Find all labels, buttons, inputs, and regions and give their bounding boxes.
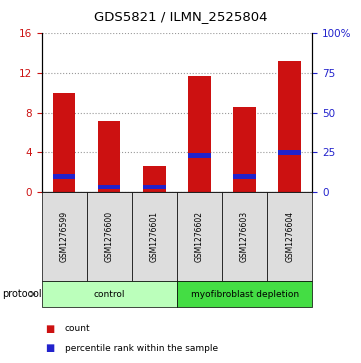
Bar	[233, 107, 256, 192]
Bar	[53, 93, 75, 192]
Text: GSM1276599: GSM1276599	[60, 211, 69, 262]
Bar	[98, 121, 121, 192]
Text: GSM1276602: GSM1276602	[195, 211, 204, 262]
Bar	[98, 184, 121, 189]
Bar	[278, 150, 301, 155]
Bar	[278, 61, 301, 192]
Text: GSM1276603: GSM1276603	[240, 211, 249, 262]
Text: ■: ■	[45, 323, 55, 334]
Bar	[233, 174, 256, 179]
Text: GSM1276604: GSM1276604	[285, 211, 294, 262]
Text: GSM1276600: GSM1276600	[105, 211, 114, 262]
Text: percentile rank within the sample: percentile rank within the sample	[65, 344, 218, 353]
Text: GSM1276601: GSM1276601	[150, 211, 159, 262]
Bar	[188, 154, 211, 158]
Bar	[143, 166, 166, 192]
Text: myofibroblast depletion: myofibroblast depletion	[191, 290, 299, 298]
Bar	[188, 76, 211, 192]
Text: ■: ■	[45, 343, 55, 354]
Bar	[53, 174, 75, 179]
Text: count: count	[65, 324, 91, 333]
Text: GDS5821 / ILMN_2525804: GDS5821 / ILMN_2525804	[94, 10, 267, 23]
Text: protocol: protocol	[2, 289, 42, 299]
Text: control: control	[93, 290, 125, 298]
Bar	[143, 184, 166, 189]
